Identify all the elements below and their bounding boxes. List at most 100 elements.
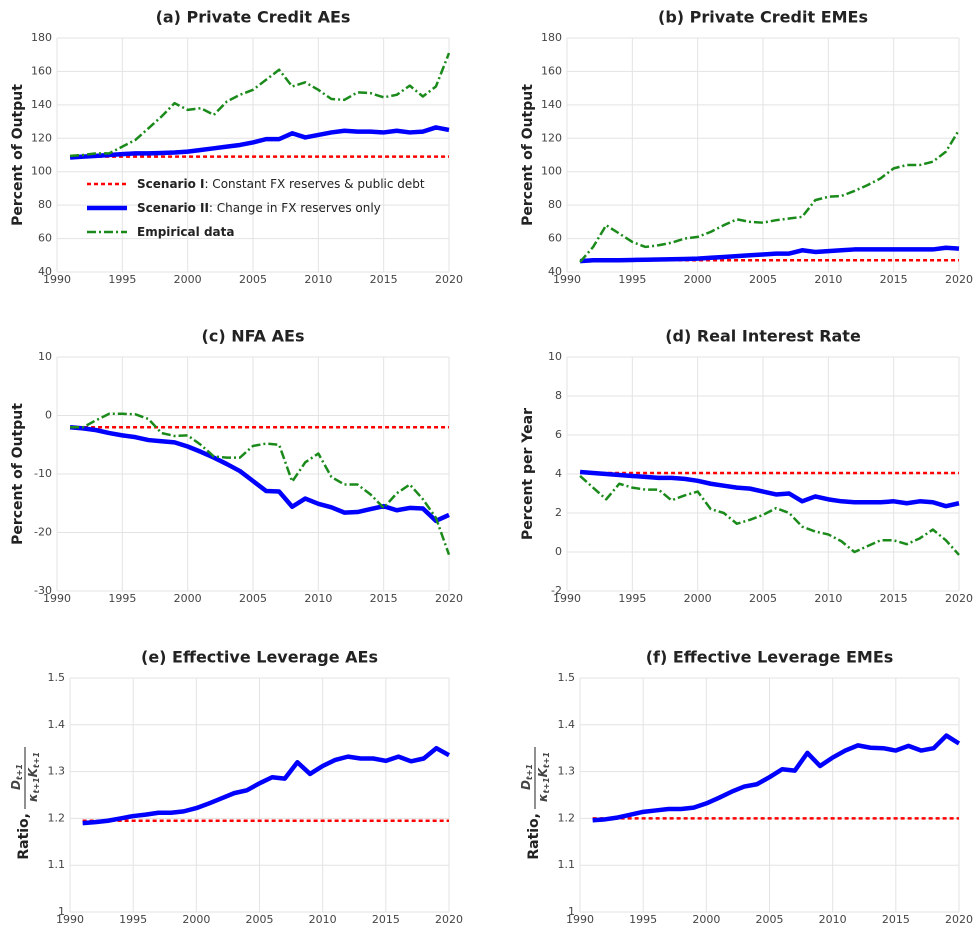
x-tick-label: 2020 [435, 273, 463, 286]
symbol: K [536, 766, 550, 777]
y-axis-label-text: Ratio, [526, 813, 542, 860]
x-tick-label: 2010 [304, 273, 332, 286]
y-tick-label: 1.5 [48, 671, 66, 684]
series-line [579, 469, 960, 509]
x-tick-label: 2010 [304, 592, 332, 605]
chart-title: (b) Private Credit EMEs [658, 8, 868, 27]
y-tick-label: 0 [45, 409, 52, 422]
chart: (b) Private Credit EMEs 40 60 80 100 120 140 16… [520, 8, 973, 287]
y-tick-label: 1.4 [558, 718, 576, 731]
y-tick-label: 1.3 [48, 765, 66, 778]
x-tick-label: 1995 [119, 913, 147, 926]
symbol: D [9, 780, 23, 790]
x-tick-label: 1990 [553, 592, 581, 605]
symbol: κ [536, 793, 550, 802]
y-tick-label: 100 [31, 165, 52, 178]
chart-title: (e) Effective Leverage AEs [141, 648, 378, 667]
y-tick-label: 1.5 [558, 671, 576, 684]
x-tick-label: 1995 [618, 592, 646, 605]
y-axis-label: Percent per Year [520, 408, 536, 540]
y-tick-label: 120 [541, 131, 562, 144]
legend-suffix: : Change in FX reserves only [209, 201, 381, 215]
y-tick-label: -10 [34, 467, 52, 480]
fraction-numerator: Dt+1 [9, 764, 24, 790]
y-tick-label: 1 [568, 905, 575, 918]
y-tick-label: 140 [31, 98, 52, 111]
x-tick-label: 1990 [566, 913, 594, 926]
x-tick-label: 1995 [629, 913, 657, 926]
y-tick-label: 140 [541, 98, 562, 111]
x-tick-label: 1990 [43, 592, 71, 605]
y-tick-label: 1.1 [558, 858, 576, 871]
x-tick-label: 1990 [43, 273, 71, 286]
series-line [579, 475, 960, 556]
y-tick-label: 2 [555, 506, 562, 519]
y-tick-label: 1.2 [48, 811, 66, 824]
y-tick-label: 1.2 [558, 811, 576, 824]
series-line [69, 125, 450, 160]
y-tick-label: 1.1 [48, 858, 66, 871]
y-axis-label: Percent of Output [10, 84, 26, 226]
legend-name: Scenario I [137, 177, 204, 191]
chart: (a) Private Credit AEs 40 60 80 100 120 140 160… [10, 8, 463, 287]
y-tick-label: 1.4 [48, 718, 66, 731]
y-axis-label: Percent of Output [520, 84, 536, 226]
x-tick-label: 2005 [756, 913, 784, 926]
x-tick-label: 2015 [370, 592, 398, 605]
legend-label: Scenario I: Constant FX reserves & publi… [137, 177, 425, 191]
subscript: t+1 [542, 777, 551, 793]
x-tick-label: 2005 [239, 592, 267, 605]
y-tick-label: 40 [548, 265, 562, 278]
y-tick-label: 180 [31, 31, 52, 44]
y-tick-label: 160 [31, 64, 52, 77]
y-tick-label: 100 [541, 165, 562, 178]
y-tick-label: -20 [34, 526, 52, 539]
fraction-numerator: Dt+1 [519, 764, 534, 790]
y-tick-label: 10 [38, 350, 52, 363]
x-tick-label: 2000 [684, 273, 712, 286]
y-tick-label: 60 [548, 232, 562, 245]
x-tick-label: 2015 [880, 592, 908, 605]
chart-title: (c) NFA AEs [202, 327, 305, 346]
chart: (f) Effective Leverage EMEs 1 1.1 1.2 1.3 1.4… [519, 648, 974, 927]
x-tick-label: 2000 [684, 592, 712, 605]
x-tick-label: 1990 [553, 273, 581, 286]
symbol: K [26, 766, 40, 777]
fraction-denominator: κt+1Kt+1 [536, 752, 551, 802]
x-tick-label: 2020 [945, 273, 973, 286]
symbol: κ [26, 793, 40, 802]
x-tick-label: 2015 [372, 913, 400, 926]
legend-label: Empirical data [137, 225, 234, 239]
chart: (d) Real Interest Rate -2 0 2 4 6 8 10 1990 1995 2… [520, 327, 973, 606]
x-tick-label: 2000 [174, 273, 202, 286]
x-tick-label: 2005 [239, 273, 267, 286]
x-tick-label: 1990 [56, 913, 84, 926]
x-tick-label: 2010 [814, 592, 842, 605]
subscript: t+1 [32, 777, 41, 793]
y-tick-label: 120 [31, 131, 52, 144]
x-tick-label: 2020 [435, 592, 463, 605]
y-tick-label: 8 [555, 389, 562, 402]
y-axis-label: Percent of Output [10, 403, 26, 545]
y-tick-label: 80 [548, 198, 562, 211]
x-tick-label: 2010 [309, 913, 337, 926]
y-tick-label: 160 [541, 64, 562, 77]
x-tick-label: 2015 [370, 273, 398, 286]
y-axis-label: Ratio, Dt+1κt+1Kt+1 [519, 747, 551, 860]
x-tick-label: 2015 [880, 273, 908, 286]
symbol: D [519, 780, 533, 790]
chart-title: (f) Effective Leverage EMEs [646, 648, 894, 667]
legend-name: Scenario II [137, 201, 209, 215]
y-tick-label: 60 [38, 232, 52, 245]
y-tick-label: 0 [555, 545, 562, 558]
x-tick-label: 2000 [174, 592, 202, 605]
legend-name: Empirical data [137, 225, 234, 239]
subscript: t+1 [15, 764, 24, 780]
x-tick-label: 1995 [618, 273, 646, 286]
y-tick-label: 1 [58, 905, 65, 918]
x-tick-label: 1995 [108, 273, 136, 286]
y-tick-label: 4 [555, 467, 562, 480]
y-tick-label: 40 [38, 265, 52, 278]
y-tick-label: -2 [551, 584, 562, 597]
